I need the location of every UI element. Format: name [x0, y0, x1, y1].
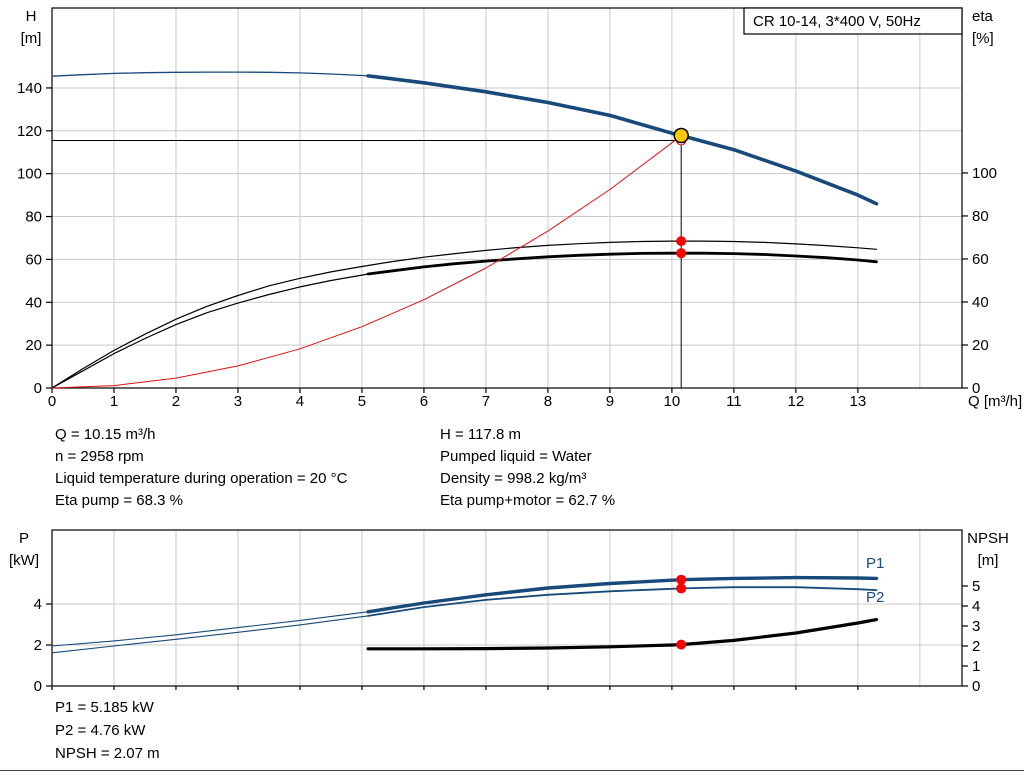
x-tick-label: 5: [358, 393, 366, 410]
head-value: H = 117.8 m: [440, 426, 522, 443]
y-right-tick-label: 1: [972, 658, 980, 675]
p2-curve: [367, 586, 878, 617]
p1-curve: [366, 575, 879, 614]
head-axis-unit: [m]: [21, 30, 42, 47]
y-right-tick-label: 100: [972, 165, 997, 182]
flow-axis-label: Q [m³/h]: [968, 393, 1022, 410]
operating-data-right-column: H = 117.8 m Pumped liquid = Water Densit…: [440, 424, 615, 512]
y-right-tick-label: 4: [972, 598, 980, 615]
eta-axis-name: eta: [972, 8, 994, 25]
y-left-tick-label: 80: [25, 209, 42, 226]
y-left-tick-label: 0: [34, 678, 42, 695]
y-right-tick-label: 0: [972, 678, 980, 695]
power-npsh-chart: 0 2 4 0 1 2 3 4 5: [34, 529, 980, 695]
eta-pump-value: Eta pump = 68.3 %: [55, 492, 183, 509]
y-right-tick-label: 2: [972, 638, 980, 655]
duty-point: [673, 127, 689, 144]
eta-pump-point: [676, 236, 687, 247]
y-left-tick-label: 4: [34, 596, 42, 613]
p2-value: P2 = 4.76 kW: [55, 722, 146, 739]
p1-point: [676, 574, 687, 585]
x-tick-label: 13: [850, 393, 867, 410]
y-left-tick-label: 20: [25, 337, 42, 354]
x-tick-label: 12: [788, 393, 805, 410]
eta-pump-motor-value: Eta pump+motor = 62.7 %: [440, 492, 616, 509]
npsh-point: [676, 639, 687, 650]
y-left-tick-label: 40: [25, 294, 42, 311]
x-tick-label: 11: [726, 393, 742, 410]
y-left-tick-label: 100: [17, 166, 42, 183]
power-axis-name: P: [19, 530, 29, 547]
pump-title-box: [743, 7, 963, 35]
npsh-axis-name: NPSH: [967, 530, 1009, 547]
x-tick-label: 8: [544, 393, 552, 410]
chart-frame: [51, 529, 963, 687]
chart-frame: [51, 7, 963, 389]
y-right-tick-label: 80: [972, 208, 989, 225]
eta-pump-motor-point: [676, 248, 687, 259]
power-npsh-data-block: P1 = 5.185 kW P2 = 4.76 kW NPSH = 2.07 m: [55, 696, 160, 765]
x-tick-label: 4: [296, 393, 304, 410]
eta-axis-unit: [%]: [972, 30, 994, 47]
p1-value: P1 = 5.185 kW: [55, 699, 154, 716]
system-curve: [51, 135, 682, 389]
y-left-tick-label: 2: [34, 637, 42, 654]
y-right-tick-label: 60: [972, 251, 989, 268]
y-left-tick-label: 0: [34, 380, 42, 397]
qh-eta-chart: 0 1 2 3 4 5 6 7 8 9 10 11 12 130204060801001201400204…: [17, 7, 997, 410]
p2-series-label: P2: [866, 589, 884, 606]
npsh-curve: [366, 617, 879, 651]
x-tick-label: 1: [110, 393, 118, 410]
x-tick-label: 6: [420, 393, 428, 410]
liquid-temperature-value: Liquid temperature during operation = 20…: [55, 470, 348, 487]
y-left-tick-label: 140: [17, 80, 42, 97]
y-right-tick-label: 5: [972, 578, 980, 595]
eta-pump-motor-low-flow: [51, 273, 369, 389]
y-right-tick-label: 20: [972, 337, 989, 354]
head-axis-name: H: [26, 8, 37, 25]
x-tick-label: 10: [664, 393, 681, 410]
npsh-value: NPSH = 2.07 m: [55, 745, 160, 762]
operating-data-left-column: Q = 10.15 m³/h n = 2958 rpm Liquid tempe…: [55, 424, 347, 512]
pump-title: CR 10-14, 3*400 V, 50Hz: [753, 13, 921, 30]
pumped-liquid-value: Pumped liquid = Water: [440, 448, 592, 465]
head-curve: [366, 74, 879, 206]
y-right-tick-label: 0: [972, 380, 980, 397]
eta-pump: [51, 240, 878, 389]
x-tick-label: 2: [172, 393, 180, 410]
power-axis-unit: [kW]: [9, 552, 39, 569]
x-tick-label: 9: [606, 393, 614, 410]
npsh-axis-unit: [m]: [978, 552, 999, 569]
density-value: Density = 998.2 kg/m³: [440, 470, 587, 487]
p2-point: [676, 583, 687, 594]
y-right-tick-label: 40: [972, 294, 989, 311]
eta-pump-motor: [366, 251, 878, 276]
head-curve-low-flow: [51, 71, 369, 77]
p1-low-flow: [51, 611, 369, 647]
y-left-tick-label: 60: [25, 251, 42, 268]
p1-series-label: P1: [866, 555, 884, 572]
p2-low-flow: [51, 615, 369, 654]
y-left-tick-label: 120: [17, 123, 42, 140]
speed-value: n = 2958 rpm: [55, 448, 144, 465]
x-tick-label: 3: [234, 393, 242, 410]
x-tick-label: 0: [48, 393, 56, 410]
flow-value: Q = 10.15 m³/h: [55, 426, 156, 443]
x-tick-label: 7: [482, 393, 490, 410]
y-right-tick-label: 3: [972, 618, 980, 635]
